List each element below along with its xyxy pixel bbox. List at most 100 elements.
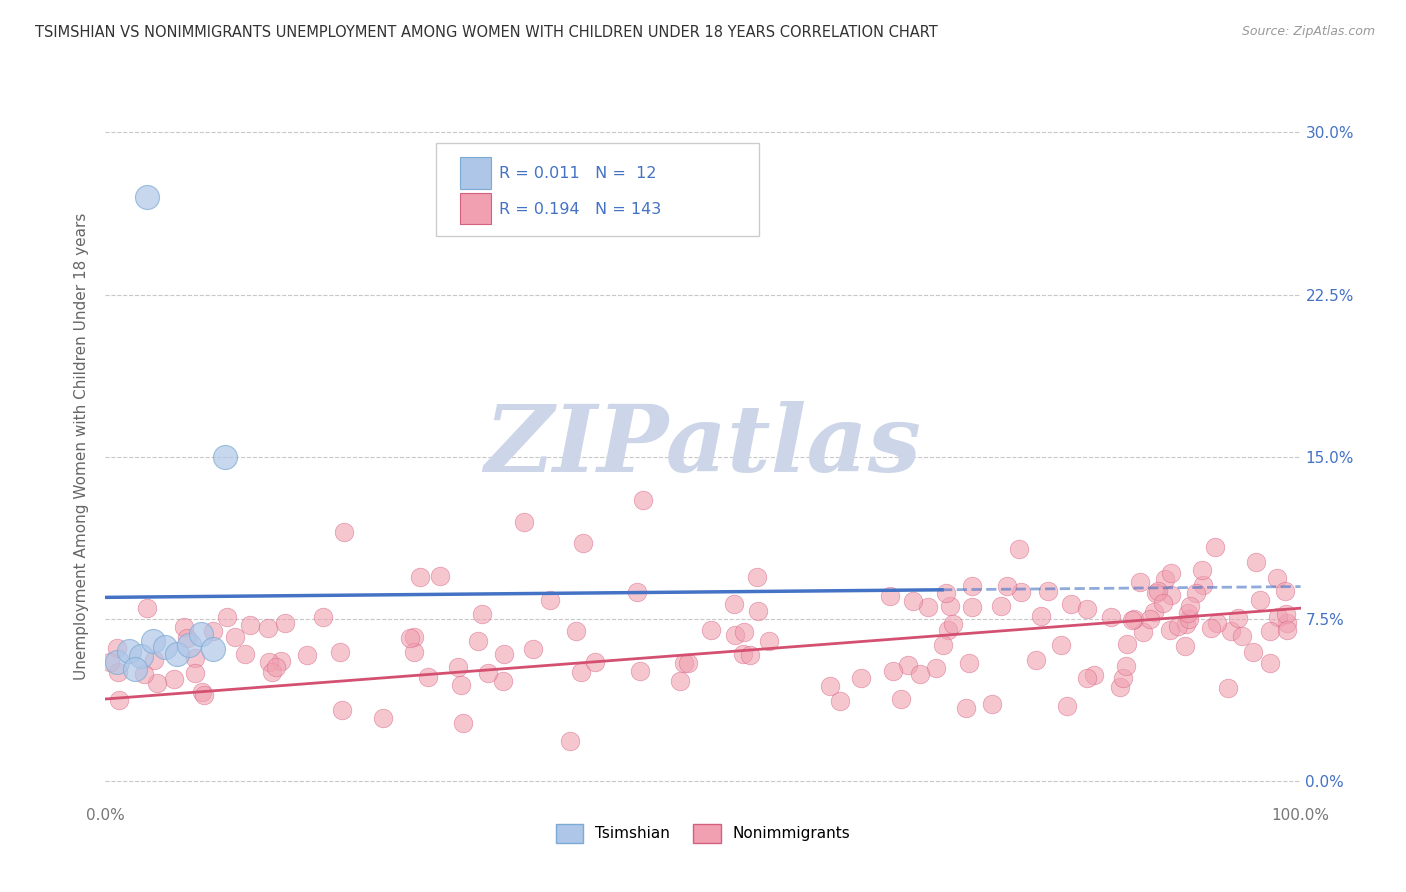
Point [939,599,962,614]
Point [471,607,494,622]
Point [626,585,648,599]
Point [1204,540,1226,554]
Point [1121,613,1143,627]
Point [1083,668,1105,682]
Point [1191,563,1213,577]
Y-axis label: Unemployment Among Women with Children Under 18 years: Unemployment Among Women with Children U… [75,212,90,680]
Point [1076,602,1098,616]
Point [177,638,201,652]
Point [451,715,474,730]
Point [633,493,655,508]
Point [1056,698,1078,713]
Point [1258,656,1281,670]
Point [747,604,769,618]
Point [1025,653,1047,667]
Point [723,597,745,611]
Point [118,644,141,658]
Point [1112,671,1135,685]
Point [1160,566,1182,581]
Point [882,664,904,678]
Point [257,621,280,635]
Point [1076,671,1098,685]
Point [295,648,318,663]
Point [105,641,128,656]
Point [955,701,977,715]
Point [274,616,297,631]
Point [107,665,129,679]
Point [124,662,146,676]
Point [1258,624,1281,638]
Point [1029,609,1052,624]
Point [830,694,852,708]
Point [262,665,284,680]
Point [1099,610,1122,624]
Point [1216,681,1239,695]
Point [371,711,394,725]
Point [135,601,157,615]
Point [108,693,131,707]
Point [700,624,723,638]
Point [1132,624,1154,639]
Point [1153,572,1175,586]
Point [142,633,165,648]
Point [897,658,920,673]
Point [1178,599,1201,613]
Point [745,570,768,584]
Point [418,670,440,684]
Point [560,733,582,747]
Point [1177,606,1199,620]
Point [733,624,755,639]
Point [1174,617,1197,632]
Point [1265,571,1288,585]
Point [960,579,983,593]
Point [142,652,165,666]
Point [1244,555,1267,569]
Point [538,593,561,607]
Point [399,632,422,646]
Point [1123,612,1146,626]
Point [1152,596,1174,610]
Point [429,568,451,582]
Point [981,697,1004,711]
Point [98,655,121,669]
Point [513,515,536,529]
Point [1143,606,1166,620]
Point [173,620,195,634]
Point [202,642,225,657]
Text: Source: ZipAtlas.com: Source: ZipAtlas.com [1241,25,1375,38]
Point [1275,623,1298,637]
Point [477,666,499,681]
Point [1129,575,1152,590]
Point [1219,624,1241,638]
Point [942,616,965,631]
Point [146,676,169,690]
Point [1199,622,1222,636]
Point [669,673,692,688]
Point [1144,585,1167,599]
Point [312,610,335,624]
Point [136,190,159,204]
Point [409,570,432,584]
Point [1007,542,1029,557]
Point [1206,615,1229,630]
Point [1185,586,1208,600]
Point [990,599,1012,614]
Point [1010,585,1032,599]
Point [938,624,960,638]
Point [628,665,651,679]
Point [1147,584,1170,599]
Point [1036,583,1059,598]
Point [450,678,472,692]
Point [184,665,207,680]
Point [1249,592,1271,607]
Point [673,657,696,671]
Point [890,692,912,706]
Text: R = 0.194   N = 143: R = 0.194 N = 143 [499,202,661,217]
Point [583,656,606,670]
Point [678,656,700,670]
Point [1115,637,1137,651]
Point [153,640,177,654]
Point [879,589,901,603]
Legend: Tsimshian, Nonimmigrants: Tsimshian, Nonimmigrants [550,818,856,848]
Point [238,618,260,632]
